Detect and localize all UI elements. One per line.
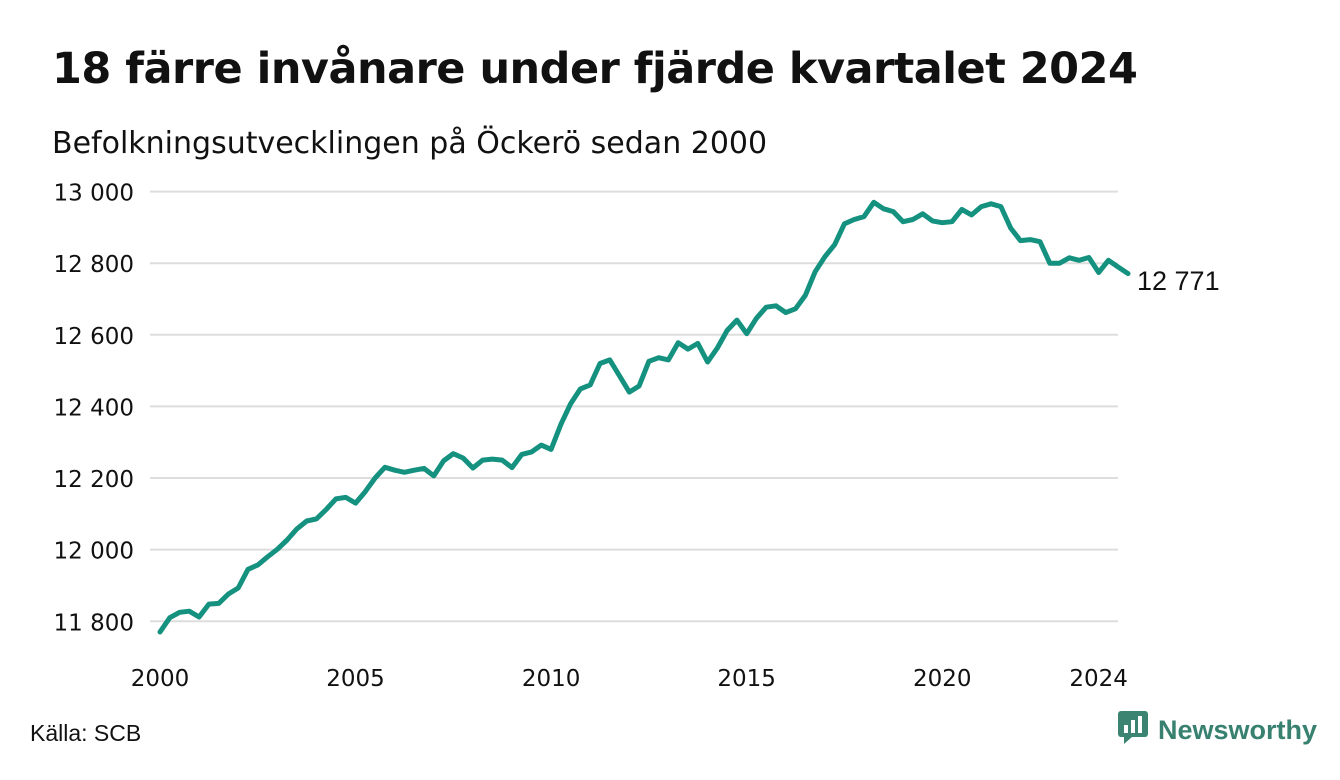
y-tick-label: 12 800 — [54, 252, 134, 278]
newsworthy-logo-icon — [1118, 711, 1148, 749]
series-line-0 — [157, 199, 1131, 635]
grid-lines — [150, 190, 1118, 623]
x-tick-label: 2020 — [913, 666, 972, 692]
x-tick-label: 2024 — [1069, 666, 1128, 692]
y-tick-label: 13 000 — [54, 181, 134, 207]
x-tick-label: 2000 — [131, 666, 190, 692]
chart-title: 18 färre invånare under fjärde kvartalet… — [52, 44, 1138, 94]
x-axis-labels: 2000 2005 2010 2015 2020 2024 — [131, 666, 1128, 692]
x-tick-label: 2005 — [326, 666, 385, 692]
brand-name: Newsworthy — [1158, 714, 1318, 745]
y-tick-label: 12 200 — [54, 467, 134, 493]
x-tick-label: 2015 — [717, 666, 776, 692]
x-tick-label: 2010 — [522, 666, 581, 692]
chart-subtitle: Befolkningsutvecklingen på Öckerö sedan … — [52, 126, 768, 161]
y-tick-label: 12 000 — [54, 539, 134, 565]
y-tick-label: 12 600 — [54, 324, 134, 350]
series-layer — [157, 199, 1131, 635]
y-tick-label: 12 400 — [54, 395, 134, 421]
y-axis-labels: 11 800 12 000 12 200 12 400 12 600 12 800 13 0… — [54, 181, 134, 637]
source-label: Källa: SCB — [30, 720, 142, 746]
line-chart: 11 800 12 000 12 200 12 400 12 600 12 800 13 0… — [54, 181, 1220, 692]
y-tick-label: 11 800 — [54, 610, 134, 636]
end-value-label: 12 771 — [1137, 266, 1220, 296]
brand-logo[interactable]: Newsworthy — [1118, 711, 1318, 749]
